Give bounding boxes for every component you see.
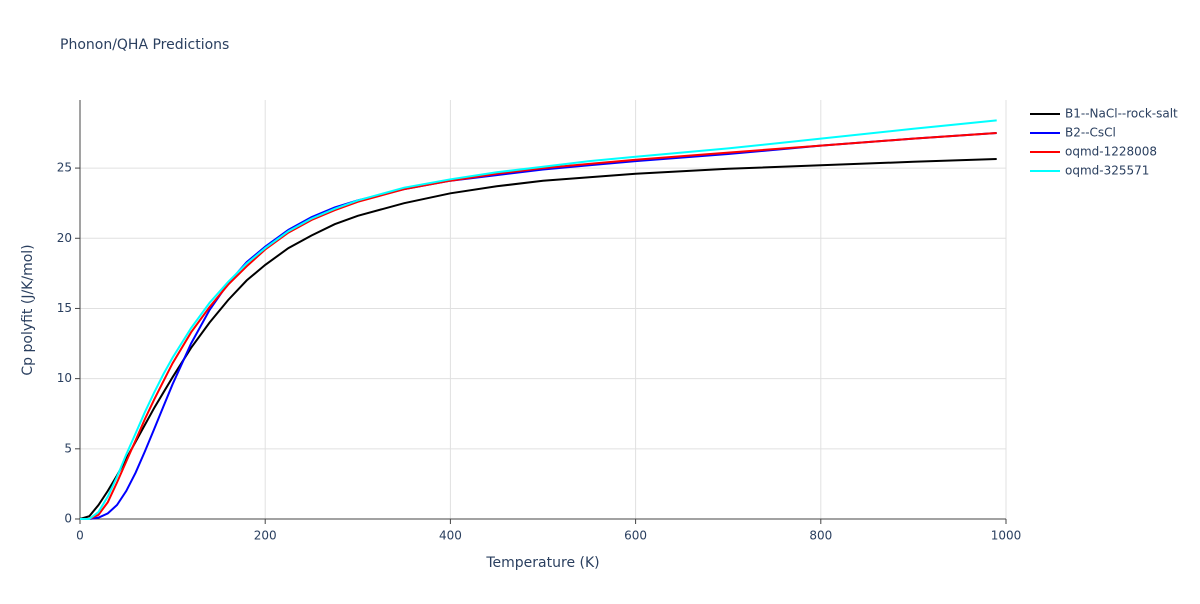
- x-tick-label: 600: [624, 529, 647, 543]
- legend-label: oqmd-325571: [1065, 164, 1149, 178]
- x-tick-label: 200: [254, 529, 277, 543]
- x-tick-label: 0: [76, 529, 84, 543]
- y-tick-label: 5: [64, 441, 72, 455]
- line-series: [79, 158, 997, 520]
- x-tick-label: 1000: [991, 529, 1022, 543]
- legend-label: oqmd-1228008: [1065, 145, 1157, 159]
- y-axis-label: Cp polyfit (J/K/mol): [20, 244, 36, 375]
- legend-label: B2--CsCl: [1065, 126, 1116, 140]
- y-tick-label: 15: [57, 301, 72, 315]
- x-tick-label: 800: [809, 529, 832, 543]
- y-tick-label: 0: [64, 512, 72, 526]
- legend-label: B1--NaCl--rock-salt: [1065, 107, 1178, 121]
- line-series: [80, 132, 997, 520]
- y-tick-label: 10: [57, 371, 72, 385]
- y-tick-label: 20: [57, 231, 72, 245]
- x-axis-label: Temperature (K): [485, 555, 599, 571]
- chart-title: Phonon/QHA Predictions: [60, 37, 229, 53]
- line-series: [80, 119, 997, 520]
- x-tick-label: 400: [439, 529, 462, 543]
- y-tick-label: 25: [57, 161, 72, 175]
- line-series: [80, 132, 997, 520]
